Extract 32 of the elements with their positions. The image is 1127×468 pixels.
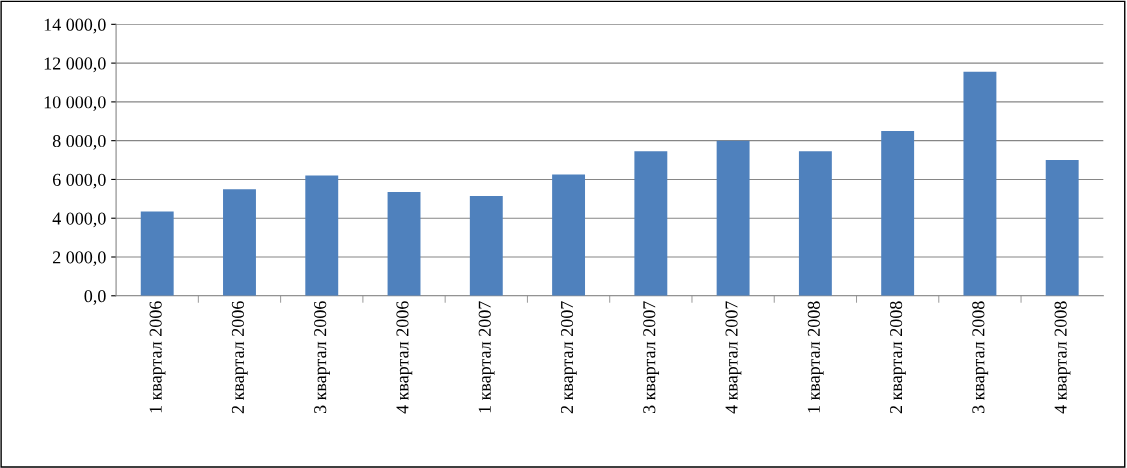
bar xyxy=(305,175,339,296)
bar xyxy=(552,174,586,296)
x-tick-label: 1 квартал 2008 xyxy=(807,301,824,413)
x-tick-label: 2 квартал 2007 xyxy=(560,301,577,414)
y-tick-label: 4 000,0 xyxy=(52,212,106,228)
x-tick-label: 3 квартал 2007 xyxy=(643,301,660,414)
x-tick-label: 3 квартал 2006 xyxy=(314,301,330,414)
x-tick-label: 4 квартал 2006 xyxy=(396,301,413,414)
bar xyxy=(140,211,174,296)
y-tick-label: 12 000,0 xyxy=(44,57,106,73)
x-tick-label: 4 квартал 2007 xyxy=(725,301,742,414)
x-tick-label: 1 квартал 2006 xyxy=(149,301,166,413)
y-tick-label: 6 000,0 xyxy=(52,173,106,189)
bar xyxy=(1045,160,1079,296)
bar xyxy=(469,195,503,296)
bar xyxy=(223,189,256,296)
y-tick-label: 8 000,0 xyxy=(52,134,106,150)
y-tick-label: 0,0 xyxy=(84,290,106,305)
bar xyxy=(881,130,915,296)
y-tick-label: 10 000,0 xyxy=(44,96,106,111)
x-tick-label: 4 квартал 2008 xyxy=(1054,301,1071,414)
x-tick-label: 2 квартал 2006 xyxy=(231,301,248,414)
bar xyxy=(963,71,997,296)
x-tick-label: 3 квартал 2008 xyxy=(972,301,989,414)
bar xyxy=(634,151,668,296)
bar xyxy=(798,151,832,296)
x-tick-label: 2 квартал 2008 xyxy=(889,301,906,414)
bar xyxy=(716,140,750,296)
y-tick-label: 14 000,0 xyxy=(44,18,106,34)
bar xyxy=(387,192,421,296)
y-tick-label: 2 000,0 xyxy=(52,251,106,267)
x-tick-label: 1 квартал 2007 xyxy=(478,301,495,413)
